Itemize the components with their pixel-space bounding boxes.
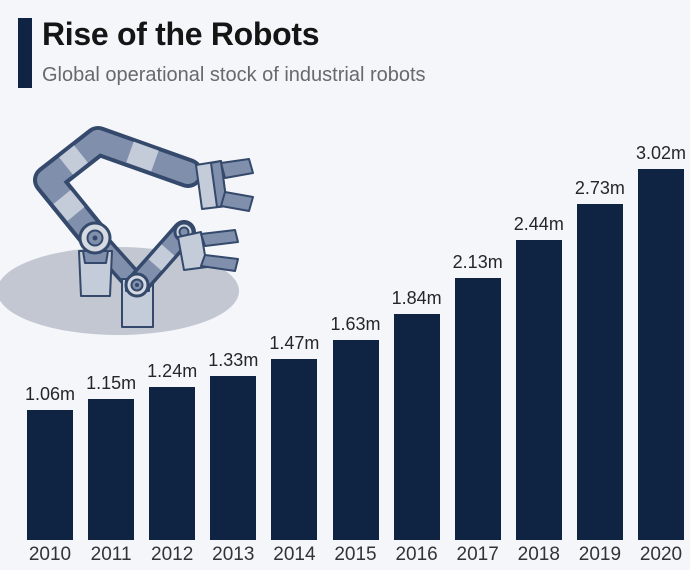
page-subtitle: Global operational stock of industrial r… bbox=[42, 64, 426, 86]
bar-column: 3.02m 2020 bbox=[631, 143, 690, 570]
bar-rect bbox=[149, 387, 196, 540]
bar-rect bbox=[393, 314, 440, 540]
bar-column: 1.15m 2011 bbox=[81, 373, 142, 570]
bar-year-label: 2018 bbox=[517, 544, 560, 565]
bar-year-label: 2010 bbox=[28, 544, 72, 565]
bar-year-label: 2012 bbox=[151, 544, 194, 565]
robot-illustration bbox=[0, 126, 254, 335]
bar-column: 1.84m 2016 bbox=[386, 288, 447, 570]
bar-rect bbox=[210, 376, 257, 540]
bar-value-label: 1.15m bbox=[86, 373, 137, 393]
bar-rect bbox=[271, 359, 318, 540]
bar-rect bbox=[88, 399, 135, 540]
robot-gripper-lower bbox=[177, 229, 239, 272]
robot-shadow bbox=[0, 247, 239, 335]
bar-value-label: 1.84m bbox=[391, 288, 442, 308]
bar-rect bbox=[576, 204, 623, 540]
accent-bar bbox=[18, 18, 32, 88]
bar-value-label: 3.02m bbox=[635, 143, 687, 163]
bar-column: 2.73m 2019 bbox=[569, 178, 630, 570]
bar-year-label: 2014 bbox=[273, 544, 316, 565]
bar-year-label: 2015 bbox=[334, 544, 377, 565]
bar-value-label: 1.33m bbox=[208, 350, 259, 370]
bar-column: 1.24m 2012 bbox=[142, 361, 203, 570]
bar-value-label: 1.63m bbox=[330, 314, 381, 334]
bar-value-label: 2.73m bbox=[574, 178, 625, 198]
bar-value-label: 1.24m bbox=[147, 361, 198, 381]
robot-joint-main bbox=[78, 221, 112, 255]
bar-rect bbox=[27, 410, 73, 540]
bar-value-label: 2.13m bbox=[452, 252, 503, 272]
bar-value-label: 1.06m bbox=[24, 384, 76, 404]
robot-arm-front bbox=[124, 220, 196, 298]
bar-rect bbox=[515, 240, 562, 540]
bar-column: 1.47m 2014 bbox=[264, 333, 325, 570]
bar-year-label: 2013 bbox=[212, 544, 255, 565]
bar-value-label: 2.44m bbox=[513, 214, 564, 234]
bar-year-label: 2017 bbox=[456, 544, 499, 565]
bar-column: 1.06m 2010 bbox=[20, 384, 81, 570]
bar-value-label: 1.47m bbox=[269, 333, 320, 353]
bar-column: 2.44m 2018 bbox=[508, 214, 569, 570]
bar-year-label: 2016 bbox=[395, 544, 438, 565]
bar-rect bbox=[332, 340, 379, 540]
bar-year-label: 2019 bbox=[578, 544, 622, 565]
robot-base-left bbox=[78, 250, 113, 297]
bar-year-label: 2020 bbox=[639, 544, 683, 565]
robot-gripper-upper bbox=[195, 158, 254, 212]
bar-year-label: 2011 bbox=[90, 544, 132, 565]
bar-rect bbox=[638, 169, 684, 540]
bar-column: 1.63m 2015 bbox=[325, 314, 386, 570]
bar-column: 2.13m 2017 bbox=[447, 252, 508, 570]
bar-column: 1.33m 2013 bbox=[203, 350, 264, 570]
bar-rect bbox=[454, 278, 501, 540]
page-title: Rise of the Robots bbox=[42, 16, 320, 52]
